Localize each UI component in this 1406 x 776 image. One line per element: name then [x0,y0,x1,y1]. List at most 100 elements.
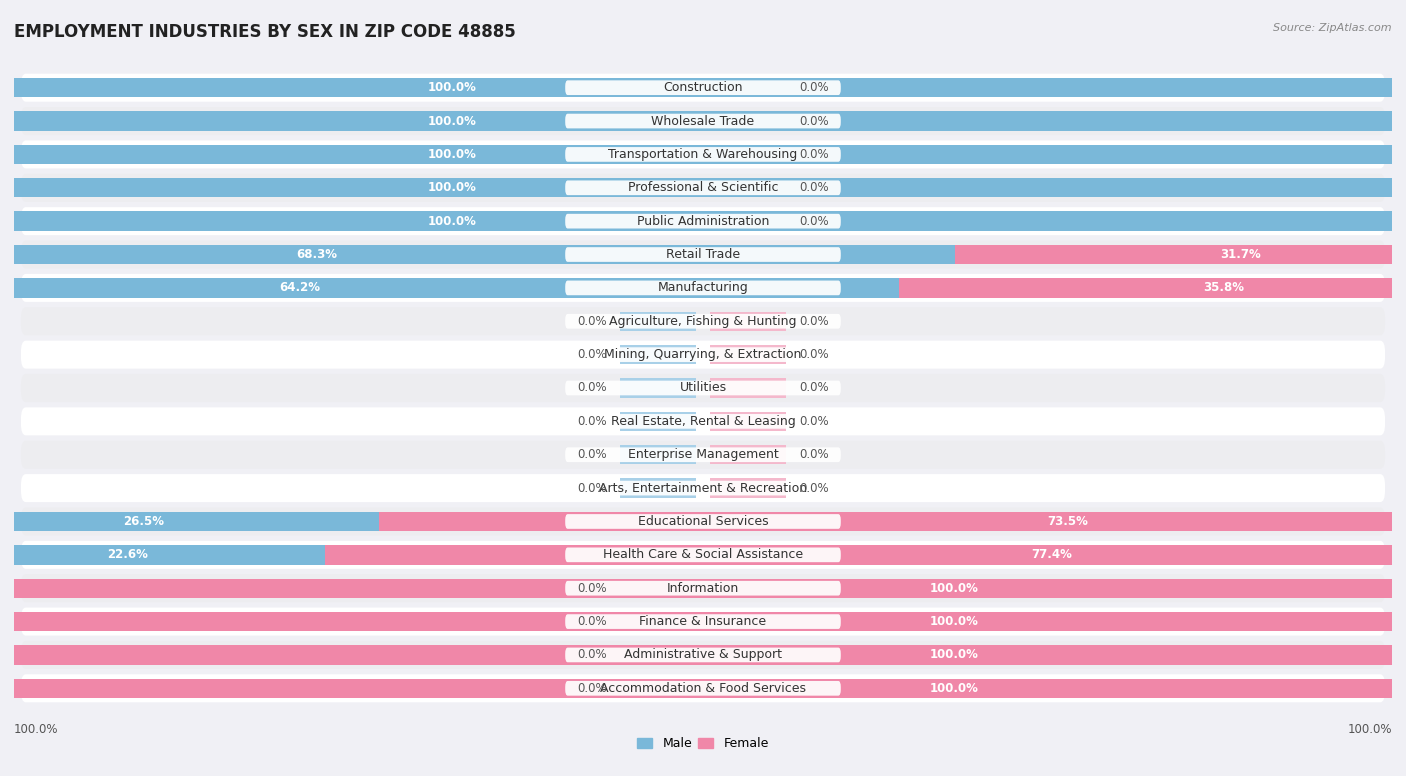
Bar [620,379,696,397]
Text: 100.0%: 100.0% [427,115,477,127]
FancyBboxPatch shape [565,481,841,495]
Text: Manufacturing: Manufacturing [658,282,748,294]
Text: 0.0%: 0.0% [576,348,606,361]
Text: 0.0%: 0.0% [576,415,606,428]
Text: 100.0%: 100.0% [14,723,59,736]
Bar [14,546,325,564]
Text: 0.0%: 0.0% [576,615,606,628]
FancyBboxPatch shape [21,508,1385,535]
FancyBboxPatch shape [21,307,1385,335]
Bar [14,612,1392,631]
FancyBboxPatch shape [21,341,1385,369]
Text: Health Care & Social Assistance: Health Care & Social Assistance [603,549,803,561]
Text: Transportation & Warehousing: Transportation & Warehousing [609,148,797,161]
Bar [620,445,696,464]
Text: 0.0%: 0.0% [800,482,830,494]
Text: Source: ZipAtlas.com: Source: ZipAtlas.com [1274,23,1392,33]
Text: 0.0%: 0.0% [576,449,606,461]
Text: Finance & Insurance: Finance & Insurance [640,615,766,628]
Text: 0.0%: 0.0% [800,115,830,127]
FancyBboxPatch shape [565,348,841,362]
Text: Enterprise Management: Enterprise Management [627,449,779,461]
Text: 35.8%: 35.8% [1204,282,1244,294]
Text: 0.0%: 0.0% [800,382,830,394]
Text: 68.3%: 68.3% [297,248,337,261]
FancyBboxPatch shape [21,441,1385,469]
Text: 0.0%: 0.0% [576,315,606,327]
Bar [14,112,1392,130]
Text: 100.0%: 100.0% [427,182,477,194]
Legend: Male, Female: Male, Female [633,733,773,756]
Text: 0.0%: 0.0% [800,81,830,94]
Text: Administrative & Support: Administrative & Support [624,649,782,661]
Text: 26.5%: 26.5% [124,515,165,528]
Text: Arts, Entertainment & Recreation: Arts, Entertainment & Recreation [599,482,807,494]
Text: 0.0%: 0.0% [576,649,606,661]
Text: 0.0%: 0.0% [800,215,830,227]
Bar [620,479,696,497]
Text: EMPLOYMENT INDUSTRIES BY SEX IN ZIP CODE 48885: EMPLOYMENT INDUSTRIES BY SEX IN ZIP CODE… [14,23,516,41]
Text: Wholesale Trade: Wholesale Trade [651,115,755,127]
Text: Utilities: Utilities [679,382,727,394]
FancyBboxPatch shape [565,81,841,95]
Text: Accommodation & Food Services: Accommodation & Food Services [600,682,806,695]
FancyBboxPatch shape [565,681,841,695]
FancyBboxPatch shape [21,107,1385,135]
Bar [14,512,380,531]
FancyBboxPatch shape [565,448,841,462]
FancyBboxPatch shape [565,314,841,328]
Text: 100.0%: 100.0% [427,81,477,94]
FancyBboxPatch shape [565,281,841,295]
Bar [620,345,696,364]
Bar [14,178,1392,197]
Bar [898,279,1392,297]
Text: 0.0%: 0.0% [800,348,830,361]
Text: 0.0%: 0.0% [800,182,830,194]
FancyBboxPatch shape [21,674,1385,702]
FancyBboxPatch shape [565,615,841,629]
Bar [620,312,696,331]
FancyBboxPatch shape [565,648,841,662]
Bar [14,279,898,297]
FancyBboxPatch shape [21,541,1385,569]
Bar [710,312,786,331]
Text: Construction: Construction [664,81,742,94]
FancyBboxPatch shape [21,641,1385,669]
FancyBboxPatch shape [21,207,1385,235]
FancyBboxPatch shape [565,114,841,128]
Text: Mining, Quarrying, & Extraction: Mining, Quarrying, & Extraction [605,348,801,361]
FancyBboxPatch shape [21,608,1385,636]
FancyBboxPatch shape [21,74,1385,102]
FancyBboxPatch shape [21,407,1385,435]
Bar [14,646,1392,664]
Bar [710,479,786,497]
FancyBboxPatch shape [565,181,841,195]
Bar [14,145,1392,164]
Text: Retail Trade: Retail Trade [666,248,740,261]
Text: 0.0%: 0.0% [576,582,606,594]
Text: Information: Information [666,582,740,594]
Text: 100.0%: 100.0% [929,615,979,628]
FancyBboxPatch shape [21,574,1385,602]
FancyBboxPatch shape [565,514,841,528]
Bar [710,445,786,464]
Text: 0.0%: 0.0% [800,148,830,161]
Text: 100.0%: 100.0% [1347,723,1392,736]
FancyBboxPatch shape [565,147,841,161]
Text: 22.6%: 22.6% [107,549,149,561]
Text: 77.4%: 77.4% [1031,549,1071,561]
FancyBboxPatch shape [565,414,841,428]
Text: 100.0%: 100.0% [929,649,979,661]
Text: 31.7%: 31.7% [1220,248,1261,261]
Text: 100.0%: 100.0% [427,148,477,161]
FancyBboxPatch shape [21,140,1385,168]
Text: 0.0%: 0.0% [800,415,830,428]
Text: 0.0%: 0.0% [800,315,830,327]
FancyBboxPatch shape [565,581,841,595]
Text: Professional & Scientific: Professional & Scientific [627,182,779,194]
Text: 0.0%: 0.0% [576,482,606,494]
Text: Real Estate, Rental & Leasing: Real Estate, Rental & Leasing [610,415,796,428]
FancyBboxPatch shape [21,474,1385,502]
Text: 0.0%: 0.0% [576,382,606,394]
Bar [14,245,955,264]
